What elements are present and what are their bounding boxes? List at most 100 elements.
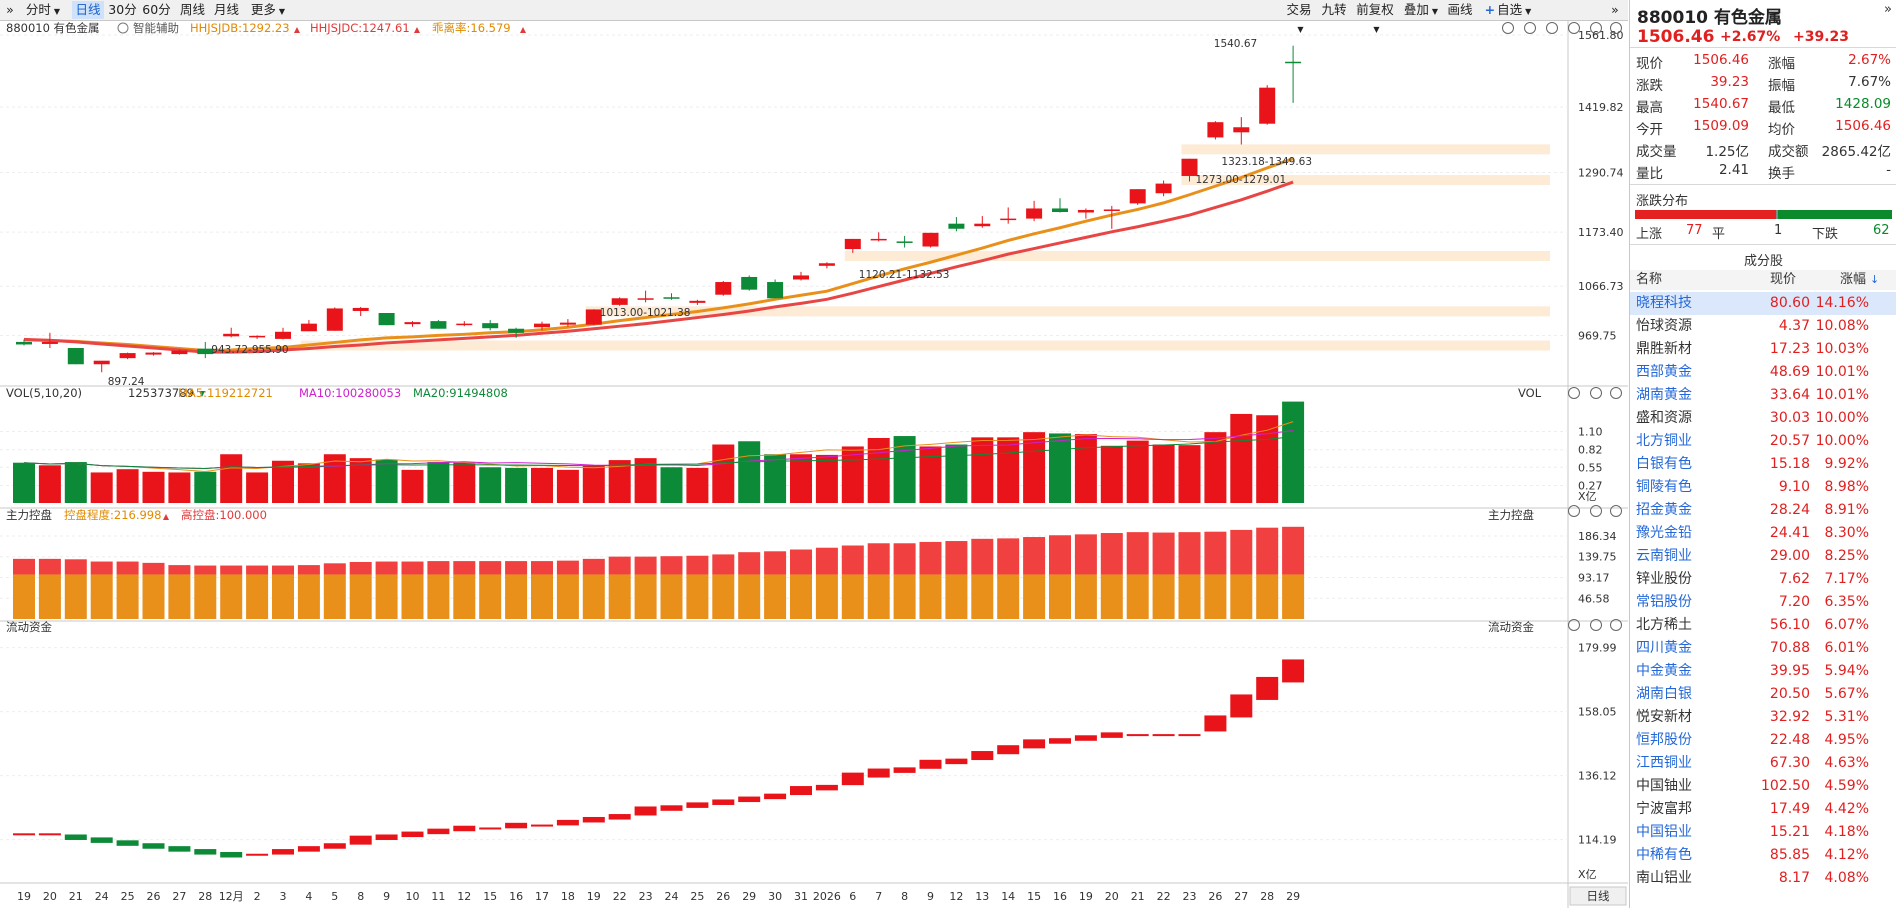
tab-4[interactable]: 周线 [177,1,208,19]
stock-name: 中金黄金 [1636,663,1692,679]
candle [741,275,758,291]
stock-row[interactable]: 西部黄金 48.69 10.01% [1630,361,1896,384]
stock-row[interactable]: 中国铝业 15.21 4.18% [1630,821,1896,844]
ctrl-base-bar [246,574,269,619]
stock-row[interactable]: 湖南白银 20.50 5.67% [1630,683,1896,706]
ctrl-base-bar [194,574,217,619]
stock-row[interactable]: 鼎胜新材 17.23 10.03% [1630,338,1896,361]
candle-body [585,309,602,325]
ctrl-base-bar [582,574,605,619]
x-tick-label: 16 [1053,890,1067,903]
stock-row[interactable]: 晓程科技 80.60 14.16% [1630,292,1896,315]
quote-label: 现价 [1636,56,1663,72]
ctrl-base-bar [660,574,683,619]
candle [41,332,58,349]
caret-down-icon: ▼ [1297,25,1304,34]
stock-row[interactable]: 豫光金铅 24.41 8.30% [1630,522,1896,545]
volume-bar [1230,413,1253,503]
header-chg[interactable]: 涨幅 [1840,272,1867,287]
tool-5[interactable]: + 自选 ▼ [1480,1,1536,19]
flow-label-right: 流动资金 [1488,620,1534,634]
ctrl-high-bar [375,561,398,575]
stock-row[interactable]: 北方稀土 56.10 6.07% [1630,614,1896,637]
flow-bar [142,843,165,849]
stock-name: 南山铝业 [1636,870,1692,886]
ctrl-high-bar [945,541,968,575]
stock-row[interactable]: 云南铜业 29.00 8.25% [1630,545,1896,568]
chart-area[interactable]: 1561.80 1419.82 1290.74 1173.40 1066.73 969.7… [0,21,1628,908]
tab-1[interactable]: 日线 [72,1,104,19]
candle-body [41,341,58,344]
stock-row[interactable]: 常铝股份 7.20 6.35% [1630,591,1896,614]
stock-row[interactable]: 江西铜业 67.30 4.63% [1630,752,1896,775]
volume-bar [401,469,424,503]
stock-price: 15.18 [1769,456,1810,472]
stock-row[interactable]: 宁波富邦 17.49 4.42% [1630,798,1896,821]
candle [534,321,550,331]
ctrl-high-bar [893,543,916,575]
stock-row[interactable]: 恒邦股份 22.48 4.95% [1630,729,1896,752]
y-tick-label: 0.27 [1578,479,1603,492]
stock-price: 20.57 [1769,433,1810,449]
quote-value: 1506.46 [1835,118,1891,134]
stock-row[interactable]: 南山铝业 8.17 4.08% [1630,867,1896,890]
stock-row[interactable]: 盛和资源 30.03 10.00% [1630,407,1896,430]
stock-row[interactable]: 悦安新材 32.92 5.31% [1630,706,1896,729]
stock-row[interactable]: 中稀有色 85.85 4.12% [1630,844,1896,867]
volume-bar [531,467,553,503]
stock-row[interactable]: 铜陵有色 9.10 8.98% [1630,476,1896,499]
stock-row[interactable]: 白银有色 15.18 9.92% [1630,453,1896,476]
stock-name: 白银有色 [1636,456,1692,472]
dist-flat-label: 平 [1712,227,1726,242]
expand-icon[interactable]: » [1611,2,1619,17]
expand-panel-icon[interactable]: » [1884,2,1892,17]
tab-6[interactable]: 更多 ▼ [245,1,291,19]
close-icon [1610,22,1622,34]
candle [197,341,214,359]
kline-chart[interactable]: 1561.801419.821290.741173.401066.73969.7… [0,21,1628,908]
stock-price: 70.88 [1769,640,1810,656]
tool-3[interactable]: 叠加 ▼ [1400,1,1442,19]
x-tick-label: 2026 [813,890,841,903]
tab-3[interactable]: 60分 [140,1,173,19]
stock-row[interactable]: 锌业股份 7.62 7.17% [1630,568,1896,591]
stock-row[interactable]: 湖南黄金 33.64 10.01% [1630,384,1896,407]
flow-bar [1126,734,1149,737]
stock-change: 6.01% [1824,640,1869,656]
tool-1[interactable]: 九转 [1317,1,1351,19]
stock-price: 67.30 [1769,755,1810,771]
stock-row[interactable]: 招金黄金 28.24 8.91% [1630,499,1896,522]
header-name[interactable]: 名称 [1636,272,1663,287]
ctrl-high-bar [1230,529,1253,575]
tab-5[interactable]: 月线 [210,1,243,19]
tab-2[interactable]: 30分 [107,1,138,19]
ctrl-base-bar [531,574,553,619]
collapse-icon[interactable]: » [6,2,14,17]
candle [715,281,732,296]
tool-4[interactable]: 画线 [1443,1,1477,19]
ctrl-base-bar [479,574,502,619]
volume-bar [194,471,217,503]
header-price[interactable]: 现价 [1770,272,1797,287]
stock-row[interactable]: 四川黄金 70.88 6.01% [1630,637,1896,660]
ctrl-high-bar [1100,533,1123,575]
up-arrow-icon [294,27,300,33]
zone-label: 943.72-955.90 [211,344,288,356]
flow-bar [427,828,450,835]
tool-2[interactable]: 前复权 ▼ [1352,1,1398,34]
ctrl-base-bar [634,574,657,619]
stock-row[interactable]: 北方铜业 20.57 10.00% [1630,430,1896,453]
stock-row[interactable]: 怡球资源 4.37 10.08% [1630,315,1896,338]
zone-label: 1540.67 [1214,38,1257,50]
stock-change: 10.00% [1815,433,1869,449]
y-tick-label: 1419.82 [1578,101,1624,114]
ctrl-high-bar [1204,531,1227,575]
stock-row[interactable]: 中国铀业 102.50 4.59% [1630,775,1896,798]
tool-0[interactable]: 交易 ▼ [1282,1,1316,34]
tab-0[interactable]: 分时 ▼ [21,1,65,19]
ctrl-high-bar [479,561,502,575]
sort-desc-icon[interactable]: ↓ [1870,273,1880,286]
dist-bar-down [1778,210,1892,219]
stock-row[interactable]: 中金黄金 39.95 5.94% [1630,660,1896,683]
candle [637,290,654,303]
